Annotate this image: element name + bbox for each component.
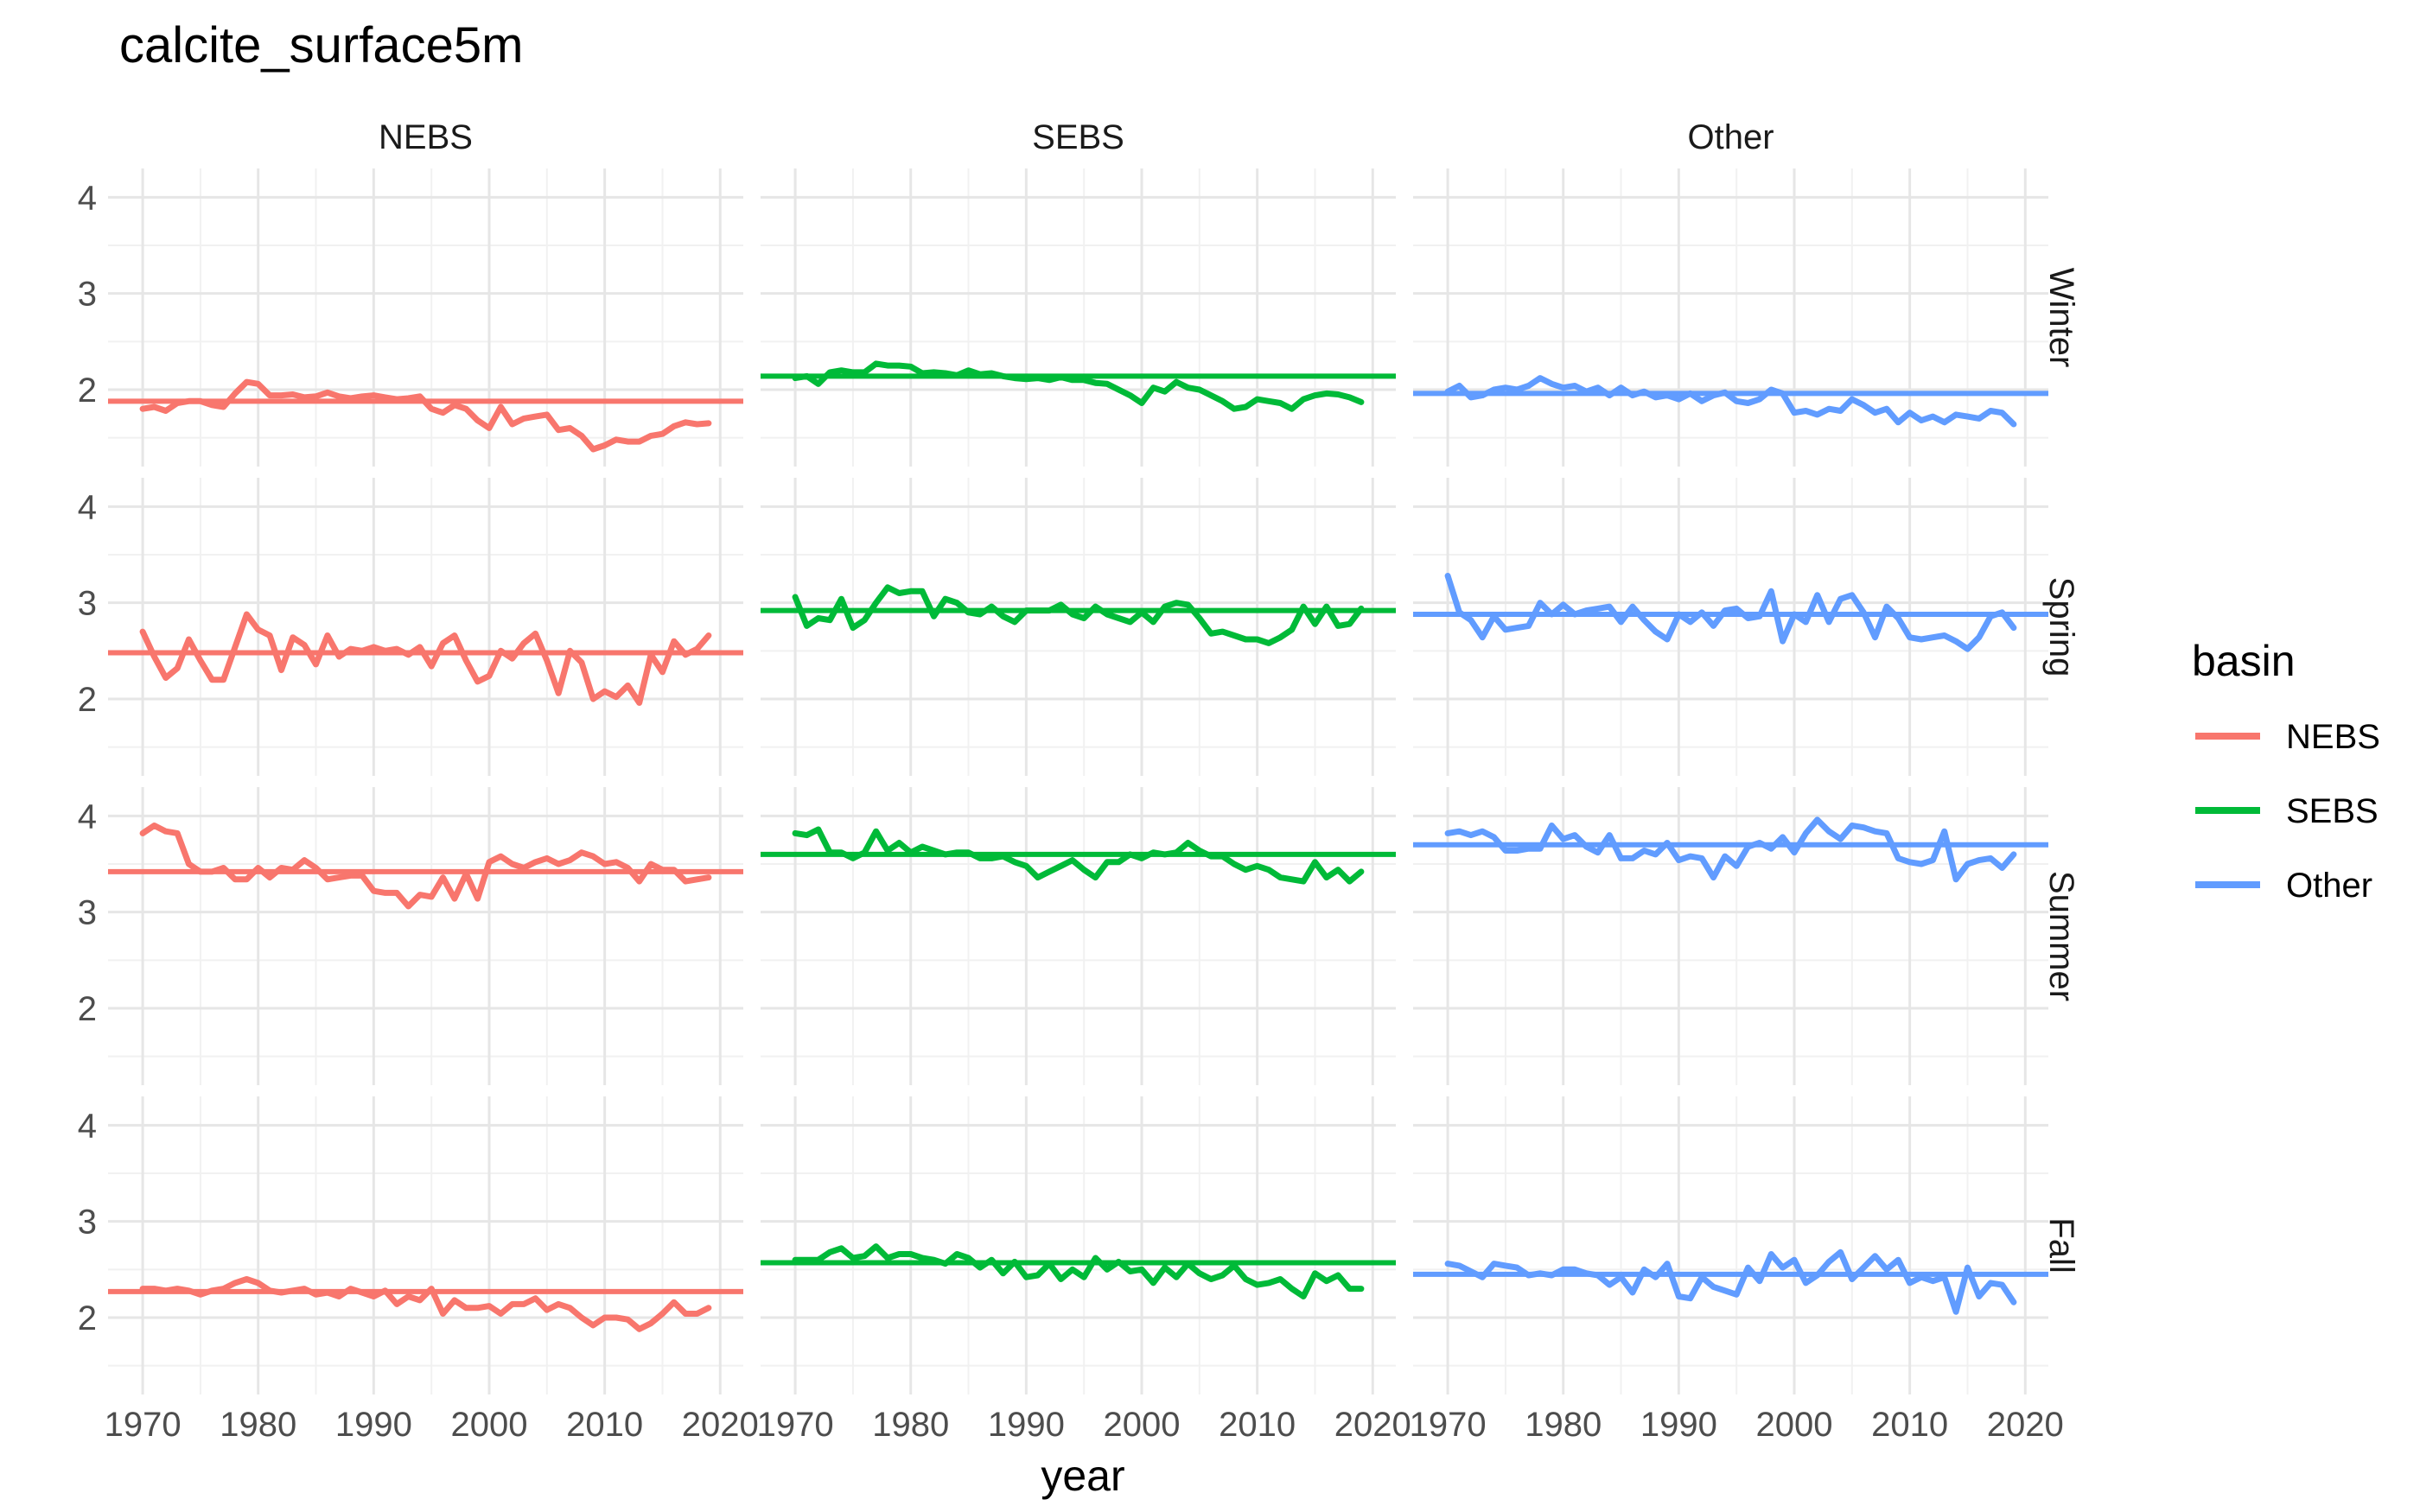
- panel-other-fall: [1413, 1096, 2048, 1394]
- x-tick-label: 2020: [1987, 1406, 2064, 1444]
- panel-sebs-spring: [761, 478, 1396, 776]
- x-tick-label: 1980: [1525, 1406, 1602, 1444]
- series-sebs-summer: [761, 826, 1396, 885]
- series-line: [139, 1276, 712, 1332]
- x-tick-label: 1980: [220, 1406, 296, 1444]
- strip-fall: Fall: [2042, 1217, 2080, 1273]
- column-strips: NEBS SEBS Other: [379, 118, 1774, 156]
- series-nebs-spring: [108, 611, 743, 706]
- panel-nebs-summer: [108, 787, 743, 1085]
- legend-title: basin: [2192, 637, 2296, 685]
- panel-nebs-spring: [108, 478, 743, 776]
- strip-nebs: NEBS: [379, 118, 473, 156]
- panel-sebs-summer: [761, 787, 1396, 1085]
- y-tick-label: 4: [78, 797, 97, 835]
- series-sebs-fall: [761, 1243, 1396, 1299]
- x-tick-label: 1970: [757, 1406, 834, 1444]
- strip-winter: Winter: [2042, 268, 2080, 368]
- y-tick-label: 3: [78, 585, 97, 623]
- chart-title: calcite_surface5m: [119, 17, 523, 73]
- series-other-summer: [1413, 816, 2048, 883]
- panel-other-winter: [1413, 168, 2048, 467]
- strip-sebs: SEBS: [1032, 118, 1124, 156]
- series-nebs-fall: [108, 1276, 743, 1332]
- y-tick-label: 4: [78, 1107, 97, 1145]
- series-line: [1444, 375, 2017, 428]
- series-line: [139, 378, 712, 453]
- x-tick-label: 2000: [1756, 1406, 1833, 1444]
- series-line: [139, 611, 712, 706]
- y-tick-label: 2: [78, 1299, 97, 1337]
- x-tick-label: 2010: [1219, 1406, 1296, 1444]
- x-tick-label: 1990: [988, 1406, 1065, 1444]
- legend-items: NEBS SEBS Other: [2195, 718, 2380, 905]
- x-tick-label: 2020: [1334, 1406, 1411, 1444]
- strip-other: Other: [1687, 118, 1774, 156]
- facet-panels: [108, 168, 2048, 1394]
- series-line: [792, 1243, 1365, 1299]
- y-tick-label: 4: [78, 179, 97, 217]
- panel-sebs-winter: [761, 168, 1396, 467]
- x-tick-label: 2020: [682, 1406, 759, 1444]
- row-strips: Winter Spring Summer Fall: [2042, 268, 2080, 1274]
- y-tick-label: 2: [78, 681, 97, 719]
- panel-other-summer: [1413, 787, 2048, 1085]
- x-tick-label: 2000: [1104, 1406, 1181, 1444]
- series-line: [1444, 816, 2017, 883]
- series-nebs-summer: [108, 823, 743, 910]
- series-other-spring: [1413, 573, 2048, 652]
- legend: basin NEBS SEBS Other: [2192, 637, 2380, 905]
- y-tick-label: 4: [78, 488, 97, 526]
- x-tick-label: 1970: [105, 1406, 182, 1444]
- series-line: [1444, 573, 2017, 652]
- panel-nebs-winter: [108, 168, 743, 467]
- series-sebs-spring: [761, 584, 1396, 646]
- x-tick-label: 1990: [1640, 1406, 1717, 1444]
- legend-label-sebs: SEBS: [2286, 792, 2379, 830]
- x-tick-label: 2010: [566, 1406, 643, 1444]
- x-tick-label: 2000: [451, 1406, 528, 1444]
- x-axis-title: year: [1041, 1452, 1124, 1500]
- legend-label-nebs: NEBS: [2286, 718, 2380, 756]
- legend-label-other: Other: [2286, 867, 2372, 905]
- y-tick-label: 3: [78, 276, 97, 314]
- x-tick-label: 2010: [1871, 1406, 1948, 1444]
- y-axis-ticks: 2 3 4 2 3 4 2 3 4 2 3 4: [78, 179, 97, 1337]
- series-other-fall: [1413, 1248, 2048, 1315]
- panel-sebs-fall: [761, 1096, 1396, 1394]
- y-tick-label: 3: [78, 1204, 97, 1242]
- panel-nebs-fall: [108, 1096, 743, 1394]
- y-tick-label: 2: [78, 990, 97, 1028]
- x-tick-label: 1980: [872, 1406, 949, 1444]
- series-line: [792, 826, 1365, 885]
- series-other-winter: [1413, 375, 2048, 428]
- strip-spring: Spring: [2042, 577, 2080, 677]
- x-tick-label: 1990: [335, 1406, 412, 1444]
- y-tick-label: 2: [78, 372, 97, 410]
- series-line: [1444, 1248, 2017, 1315]
- x-tick-label: 1970: [1410, 1406, 1487, 1444]
- series-line: [139, 823, 712, 910]
- strip-summer: Summer: [2042, 871, 2080, 1001]
- series-sebs-winter: [761, 360, 1396, 412]
- y-tick-label: 3: [78, 894, 97, 932]
- panel-other-spring: [1413, 478, 2048, 776]
- series-line: [792, 584, 1365, 646]
- series-nebs-winter: [108, 378, 743, 453]
- series-line: [792, 360, 1365, 412]
